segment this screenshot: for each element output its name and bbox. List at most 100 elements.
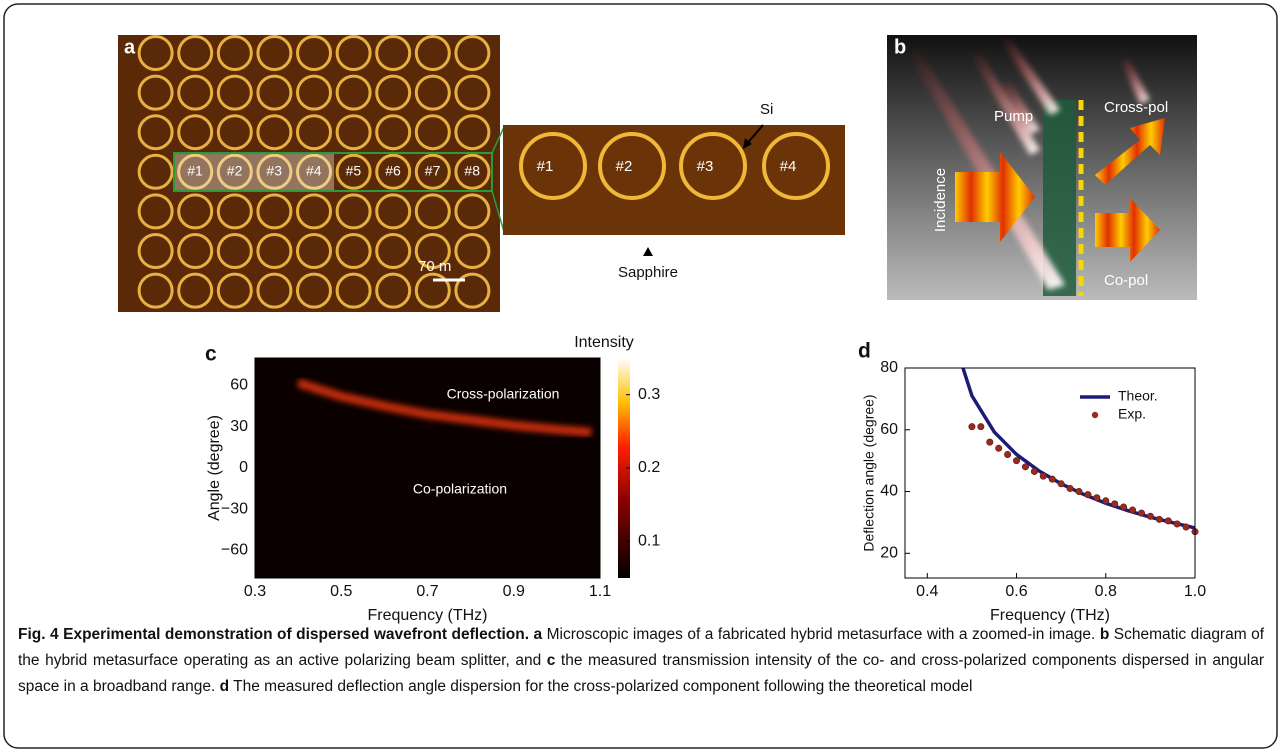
exp-point bbox=[1093, 494, 1101, 502]
exp-point bbox=[977, 423, 985, 431]
panel-label: d bbox=[858, 340, 871, 363]
ring bbox=[137, 233, 174, 269]
caption-label: d bbox=[219, 678, 230, 695]
zoom-ring bbox=[519, 132, 587, 200]
annotation: Co-polarization bbox=[413, 481, 507, 497]
caption: Fig. 4 Experimental demonstration of dis… bbox=[18, 622, 1264, 700]
ring bbox=[454, 114, 491, 151]
ring bbox=[137, 74, 174, 111]
ring bbox=[296, 35, 332, 71]
x-tick-label: 0.5 bbox=[330, 583, 352, 600]
cell-label: #3 bbox=[266, 163, 282, 179]
exp-point bbox=[968, 423, 976, 431]
ring bbox=[177, 153, 214, 190]
y-tick-label: 20 bbox=[880, 545, 898, 562]
scale-label: 70 m bbox=[418, 258, 451, 275]
ring bbox=[137, 114, 174, 151]
pointer-head bbox=[743, 138, 752, 149]
exp-point bbox=[986, 438, 994, 446]
cell-label: #6 bbox=[385, 163, 401, 179]
ring bbox=[256, 272, 293, 309]
intensity-ridge bbox=[296, 378, 592, 437]
caption-text: Microscopic images of a fabricated hybri… bbox=[546, 626, 1096, 643]
x-tick-label: 0.4 bbox=[916, 583, 938, 600]
ring bbox=[335, 35, 372, 71]
highlight bbox=[174, 153, 334, 191]
exp-point bbox=[1013, 457, 1021, 465]
colorbar-tick-label: 0.3 bbox=[638, 386, 660, 403]
colorbar-title: Intensity bbox=[574, 334, 634, 351]
cell-label: #4 bbox=[306, 163, 322, 179]
frame bbox=[3, 3, 1278, 749]
ring bbox=[256, 193, 293, 230]
x-tick-label: 0.3 bbox=[244, 583, 266, 600]
exp-point bbox=[1146, 512, 1154, 520]
exp-point bbox=[1030, 467, 1038, 475]
schematic-label: Incidence bbox=[932, 168, 949, 232]
ring bbox=[335, 153, 372, 190]
cell-label: #1 bbox=[187, 163, 203, 179]
caption-text: The measured deflection angle dispersion… bbox=[233, 678, 973, 695]
ring bbox=[177, 193, 214, 230]
zoom-cell-label: #2 bbox=[616, 158, 633, 175]
ring bbox=[216, 193, 253, 230]
ring bbox=[414, 272, 451, 309]
cell-label: #5 bbox=[346, 163, 362, 179]
ring bbox=[296, 114, 332, 151]
zoom-line bbox=[491, 124, 506, 154]
y-tick-label: 30 bbox=[230, 418, 248, 435]
y-tick-label: 0 bbox=[239, 459, 248, 476]
pump-beams bbox=[905, 38, 1150, 290]
legend-label: Theor. bbox=[1118, 388, 1158, 404]
exp-point bbox=[1102, 497, 1110, 505]
ring bbox=[216, 233, 253, 269]
ring bbox=[454, 233, 491, 269]
exp-point bbox=[1004, 450, 1012, 458]
exp-point bbox=[1075, 488, 1083, 496]
exp-point bbox=[1137, 509, 1145, 517]
ring bbox=[216, 35, 253, 71]
ring bbox=[296, 272, 332, 309]
x-tick-label: 0.8 bbox=[1095, 583, 1117, 600]
zoom-ring bbox=[598, 132, 666, 200]
ring bbox=[177, 35, 214, 71]
y-tick-label: 60 bbox=[230, 377, 248, 394]
zoom-ring bbox=[762, 132, 830, 200]
zoom-cell-label: #4 bbox=[780, 158, 797, 175]
ring bbox=[256, 233, 293, 269]
exp-point bbox=[1129, 506, 1137, 514]
ring bbox=[414, 74, 451, 111]
ring bbox=[335, 193, 372, 230]
caption-text: Schematic diagram of the hybrid metasurf… bbox=[18, 626, 1265, 669]
x-tick-label: 1.0 bbox=[1184, 583, 1206, 600]
exp-point bbox=[1111, 500, 1119, 508]
ring bbox=[137, 35, 174, 71]
zoom-ring bbox=[679, 132, 747, 200]
ring bbox=[375, 74, 412, 111]
zoom-cell-label: #1 bbox=[537, 158, 554, 175]
ring bbox=[296, 74, 332, 111]
exp-point bbox=[1084, 491, 1092, 499]
ring bbox=[335, 233, 372, 269]
ring bbox=[454, 35, 491, 71]
cell-label: #8 bbox=[464, 163, 480, 179]
caption-title: Fig. 4 Experimental demonstration of dis… bbox=[18, 626, 530, 643]
exp-point bbox=[1164, 517, 1172, 525]
panel-label: b bbox=[894, 36, 906, 58]
ring-array bbox=[137, 35, 491, 309]
schematic-label: Co-pol bbox=[1104, 272, 1148, 289]
panel-label: c bbox=[205, 343, 217, 366]
zoom-cell-label: #3 bbox=[697, 158, 714, 175]
ring bbox=[414, 233, 451, 269]
ring bbox=[137, 193, 174, 230]
exp-point bbox=[1057, 480, 1065, 488]
y-tick-label: 60 bbox=[880, 421, 898, 438]
zoom-rings bbox=[519, 132, 830, 200]
co-arrow bbox=[1095, 198, 1160, 262]
cross-arrow bbox=[1095, 118, 1165, 185]
ring bbox=[137, 272, 174, 309]
ring bbox=[414, 153, 451, 190]
caption-label: a bbox=[533, 626, 543, 643]
